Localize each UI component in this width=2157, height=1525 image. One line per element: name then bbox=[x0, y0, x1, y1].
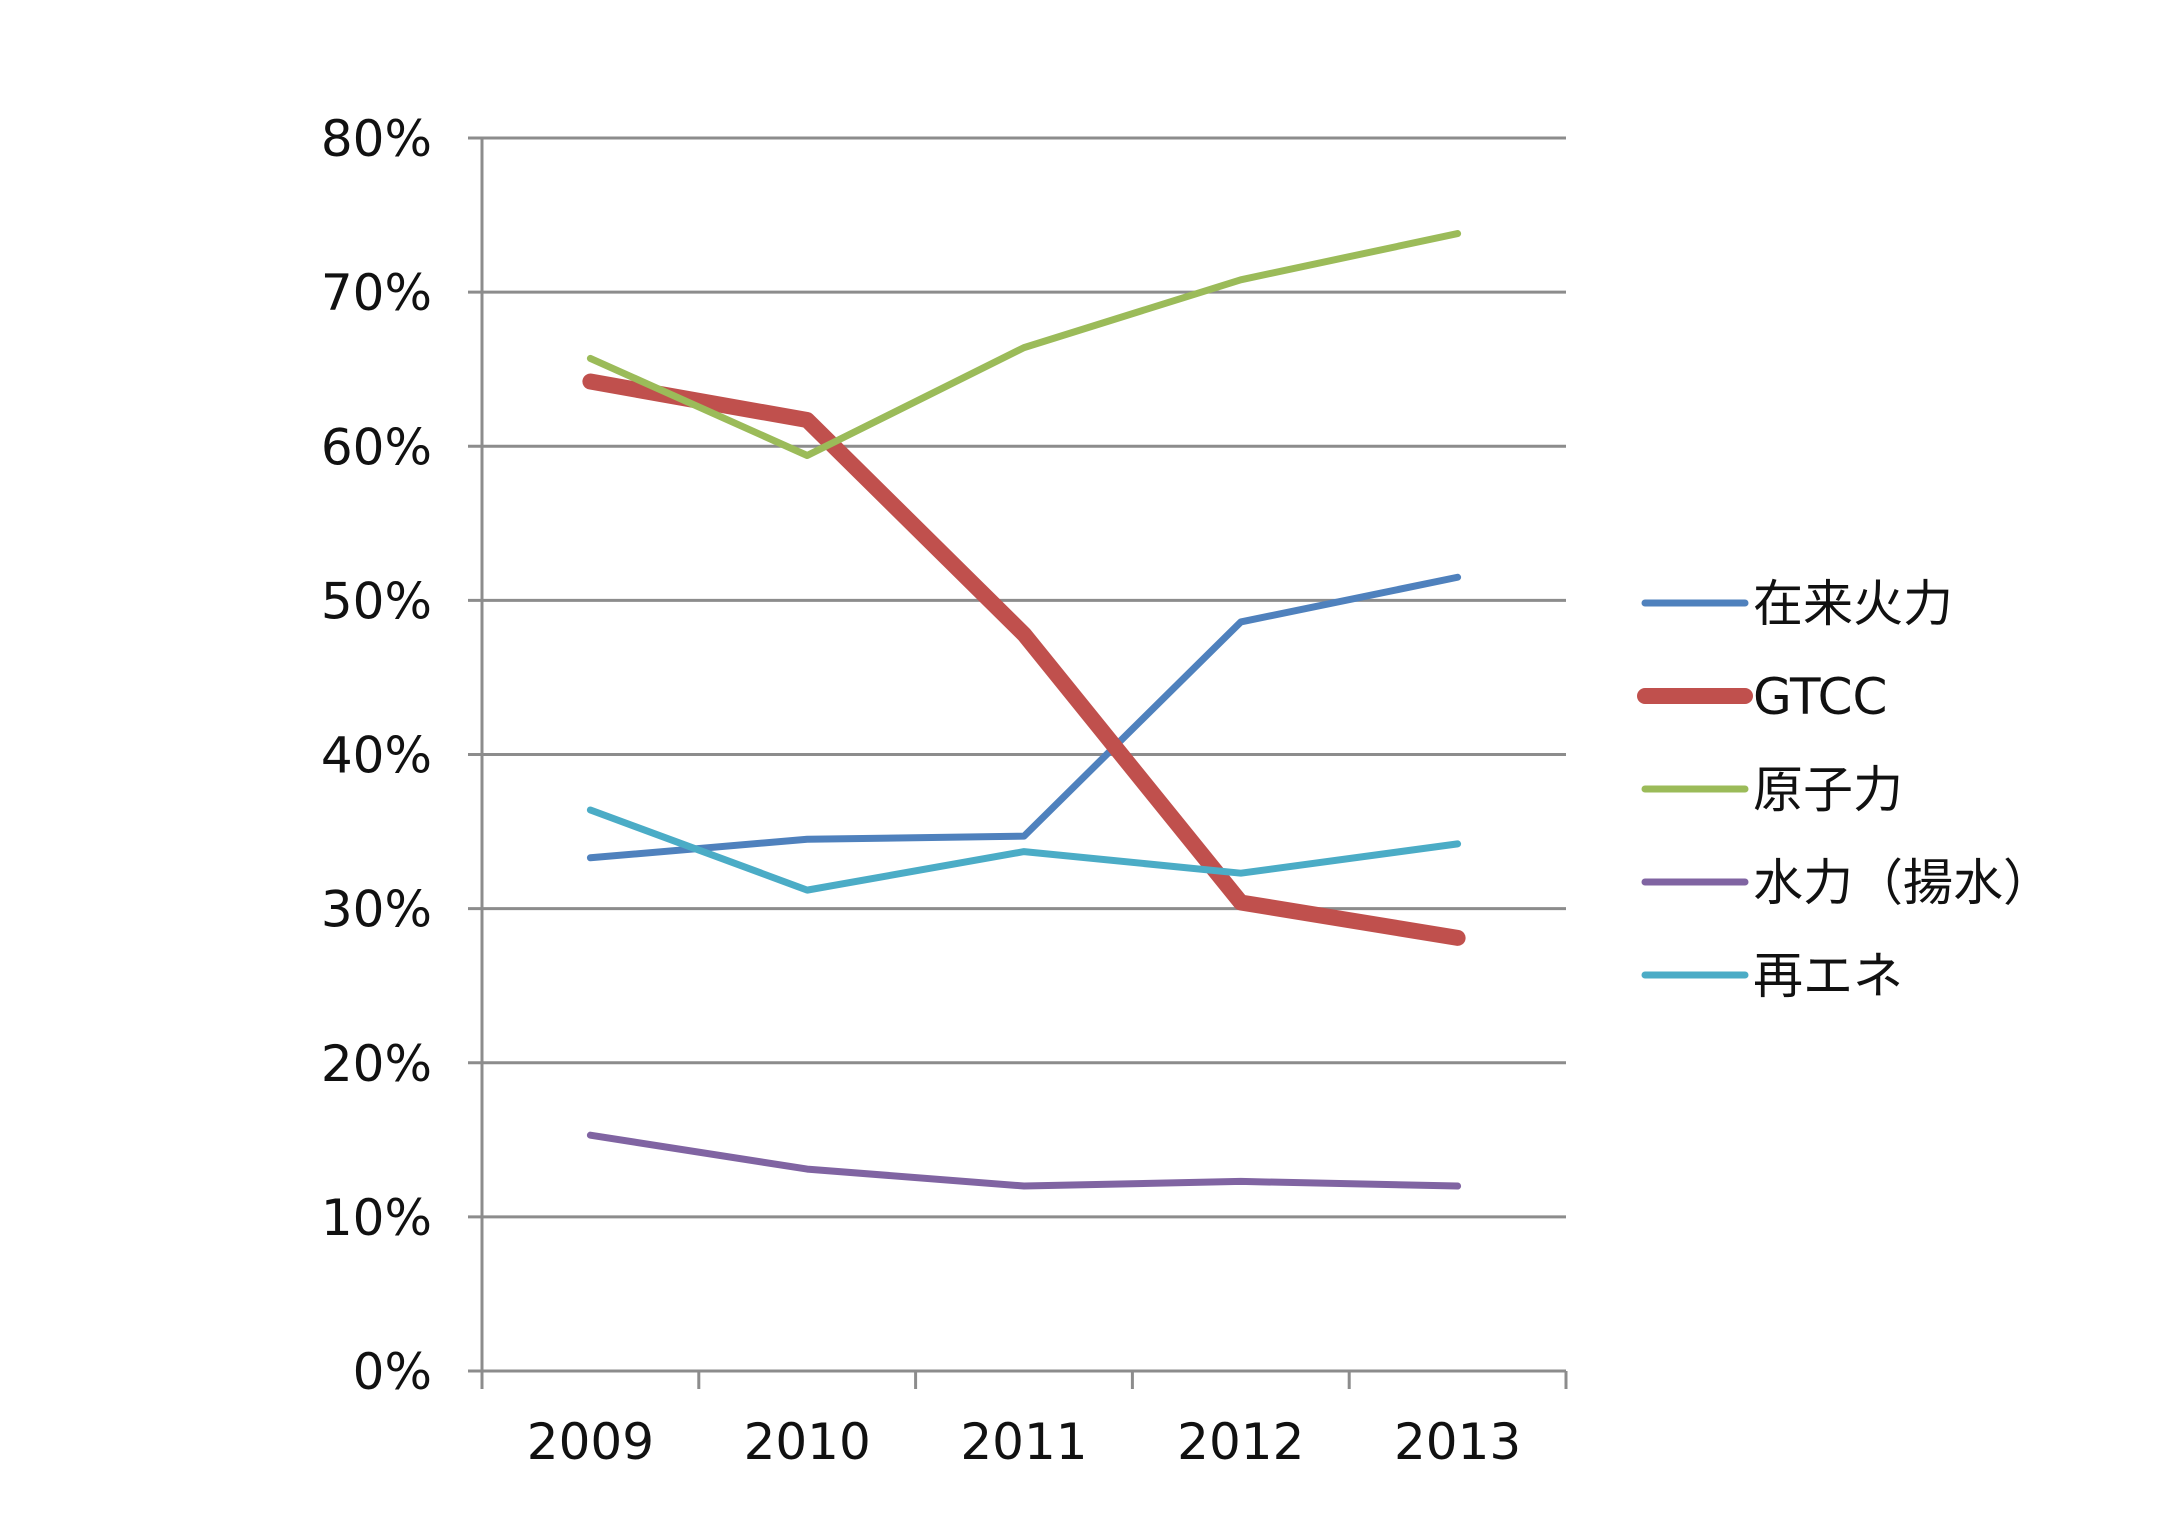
gridlines bbox=[482, 136, 1566, 1219]
x-tick-label: 2011 bbox=[960, 1413, 1087, 1471]
series-lines bbox=[582, 230, 1466, 1190]
legend-label: GTCC bbox=[1753, 668, 1887, 726]
x-tick-label: 2009 bbox=[527, 1413, 654, 1471]
series-line-1 bbox=[586, 573, 1462, 862]
y-tick-label: 30% bbox=[321, 881, 432, 939]
y-tick-label: 10% bbox=[321, 1189, 432, 1247]
y-tick-label: 80% bbox=[321, 110, 432, 168]
x-axis-tick-labels: 2009 2010 2011 2012 2013 bbox=[527, 1413, 1521, 1471]
y-tick-label: 50% bbox=[321, 572, 432, 630]
legend-label: 水力（揚水） bbox=[1753, 854, 2053, 912]
series-line-4 bbox=[586, 1131, 1462, 1190]
y-tick-label: 40% bbox=[321, 727, 432, 785]
legend-label: 再エネ bbox=[1753, 947, 1903, 1005]
x-tick-label: 2013 bbox=[1394, 1413, 1521, 1471]
x-tick-label: 2010 bbox=[744, 1413, 871, 1471]
y-tick-label: 70% bbox=[321, 264, 432, 322]
y-tick-label: 20% bbox=[321, 1035, 432, 1093]
legend-label: 原子力 bbox=[1753, 761, 1903, 819]
legend-label: 在来火力 bbox=[1753, 575, 1953, 633]
y-axis-tick-labels: 0% 10% 20% 30% 40% 50% 60% 70% 80% bbox=[321, 110, 432, 1401]
series-line-3 bbox=[586, 230, 1462, 459]
y-tick-label: 0% bbox=[353, 1343, 432, 1401]
x-tick-label: 2012 bbox=[1177, 1413, 1304, 1471]
y-tick-label: 60% bbox=[321, 418, 432, 476]
axes bbox=[468, 136, 1568, 1389]
